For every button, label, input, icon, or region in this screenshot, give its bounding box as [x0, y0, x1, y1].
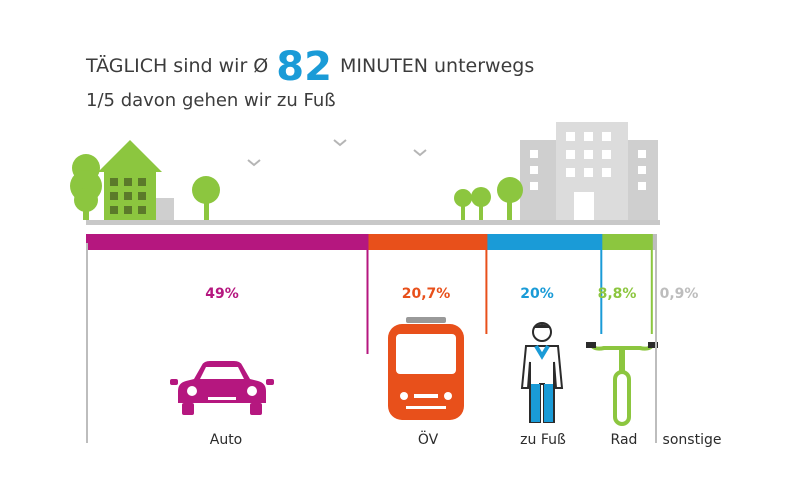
bird-icon	[247, 159, 261, 167]
building-icon	[520, 122, 658, 220]
bar-segment-sonstige	[651, 234, 657, 250]
chart-subtitle: 1/5 davon gehen wir zu Fuß	[86, 90, 336, 111]
bird-icon	[333, 139, 347, 147]
category-label-oev: ÖV	[417, 432, 439, 448]
value-label-sonstige: 0,9%	[659, 286, 699, 302]
category-label-rad: Rad	[610, 432, 638, 448]
leader-line-oev	[485, 234, 488, 334]
bicycle-icon	[586, 342, 658, 426]
category-label-fuss: zu Fuß	[520, 432, 566, 448]
title-prefix: TÄGLICH sind wir Ø	[86, 55, 269, 77]
leader-line-fuss	[600, 234, 603, 334]
value-label-rad: 8,8%	[597, 286, 637, 302]
title-suffix: MINUTEN unterwegs	[340, 55, 535, 77]
stacked-bar	[86, 234, 657, 250]
category-label-sonstige: sonstige	[662, 432, 722, 448]
value-label-auto: 49%	[205, 286, 239, 302]
bar-segment-rad	[601, 234, 652, 250]
bar-segment-fuss	[486, 234, 602, 250]
ground-line	[86, 220, 660, 225]
tree-icon	[192, 176, 220, 220]
tree-icon	[471, 187, 491, 220]
bar-segment-oev	[367, 234, 487, 250]
category-label-auto: Auto	[209, 432, 243, 448]
tree-icon	[497, 177, 523, 220]
pedestrian-icon	[520, 322, 564, 423]
tree-icon	[454, 189, 472, 220]
start-divider	[86, 243, 88, 443]
tram-icon	[388, 317, 464, 420]
leader-line-rad	[650, 234, 653, 334]
car-icon	[170, 361, 274, 415]
bar-segment-auto	[86, 234, 368, 250]
bird-icon	[413, 149, 427, 157]
house-icon	[98, 140, 174, 220]
leader-line-auto	[366, 234, 369, 354]
chart-title: TÄGLICH sind wir Ø 82 MINUTEN unterwegs	[86, 38, 535, 90]
tree-icon	[70, 154, 102, 220]
title-number: 82	[276, 44, 332, 90]
value-label-fuss: 20%	[520, 286, 554, 302]
end-divider	[655, 243, 657, 443]
value-label-oev: 20,7%	[401, 286, 451, 302]
leader-lines	[366, 234, 653, 354]
